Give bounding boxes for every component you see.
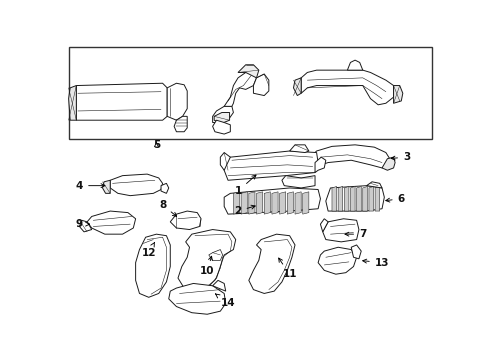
Text: 9: 9 bbox=[76, 219, 90, 229]
Polygon shape bbox=[79, 220, 92, 232]
Polygon shape bbox=[294, 78, 301, 95]
Polygon shape bbox=[264, 192, 270, 214]
Polygon shape bbox=[280, 192, 286, 214]
Polygon shape bbox=[272, 192, 278, 214]
Polygon shape bbox=[290, 145, 309, 153]
Text: 1: 1 bbox=[234, 175, 256, 196]
Polygon shape bbox=[326, 186, 384, 211]
Polygon shape bbox=[311, 145, 390, 168]
Polygon shape bbox=[169, 283, 226, 314]
Text: 2: 2 bbox=[234, 205, 255, 216]
Polygon shape bbox=[282, 176, 315, 188]
Polygon shape bbox=[87, 211, 136, 234]
Polygon shape bbox=[214, 112, 229, 123]
Text: 7: 7 bbox=[345, 229, 367, 239]
Polygon shape bbox=[295, 192, 301, 214]
Polygon shape bbox=[241, 192, 247, 214]
Polygon shape bbox=[369, 186, 373, 211]
Polygon shape bbox=[375, 186, 380, 211]
Text: 8: 8 bbox=[159, 200, 176, 216]
Bar bbox=[69, 47, 432, 139]
Polygon shape bbox=[287, 192, 294, 214]
Polygon shape bbox=[209, 249, 222, 260]
Polygon shape bbox=[257, 192, 263, 214]
Polygon shape bbox=[303, 157, 317, 168]
Text: 13: 13 bbox=[363, 258, 389, 267]
Polygon shape bbox=[224, 188, 320, 214]
Text: 12: 12 bbox=[142, 242, 156, 258]
Polygon shape bbox=[301, 70, 393, 105]
Polygon shape bbox=[350, 186, 355, 211]
Polygon shape bbox=[224, 72, 257, 106]
Text: 14: 14 bbox=[216, 294, 235, 309]
Polygon shape bbox=[357, 186, 361, 211]
Polygon shape bbox=[351, 245, 361, 259]
Text: 5: 5 bbox=[153, 140, 160, 150]
Polygon shape bbox=[315, 157, 326, 172]
Polygon shape bbox=[363, 186, 368, 211]
Polygon shape bbox=[318, 247, 357, 274]
Text: 10: 10 bbox=[200, 256, 215, 276]
Polygon shape bbox=[213, 120, 230, 134]
Text: 4: 4 bbox=[76, 181, 105, 191]
Polygon shape bbox=[393, 86, 403, 103]
Polygon shape bbox=[167, 83, 187, 120]
Text: 6: 6 bbox=[386, 194, 405, 204]
Polygon shape bbox=[220, 153, 230, 170]
Text: 11: 11 bbox=[279, 258, 297, 279]
Polygon shape bbox=[382, 157, 395, 170]
Polygon shape bbox=[171, 211, 201, 230]
Polygon shape bbox=[303, 192, 309, 214]
Polygon shape bbox=[110, 174, 163, 195]
Polygon shape bbox=[249, 234, 295, 293]
Polygon shape bbox=[102, 180, 110, 193]
Polygon shape bbox=[249, 192, 255, 214]
Polygon shape bbox=[161, 183, 169, 193]
Polygon shape bbox=[367, 182, 382, 188]
Polygon shape bbox=[238, 65, 259, 78]
Polygon shape bbox=[213, 280, 226, 291]
Polygon shape bbox=[344, 186, 349, 211]
Polygon shape bbox=[323, 219, 359, 242]
Polygon shape bbox=[136, 234, 171, 297]
Polygon shape bbox=[174, 116, 187, 132]
Polygon shape bbox=[347, 60, 363, 70]
Polygon shape bbox=[224, 151, 318, 180]
Polygon shape bbox=[76, 83, 167, 120]
Text: 3: 3 bbox=[391, 152, 410, 162]
Polygon shape bbox=[69, 86, 76, 120]
Polygon shape bbox=[332, 186, 337, 211]
Polygon shape bbox=[253, 74, 269, 95]
Polygon shape bbox=[213, 106, 233, 122]
Polygon shape bbox=[178, 230, 236, 291]
Polygon shape bbox=[233, 192, 240, 214]
Polygon shape bbox=[338, 186, 343, 211]
Polygon shape bbox=[320, 219, 328, 232]
